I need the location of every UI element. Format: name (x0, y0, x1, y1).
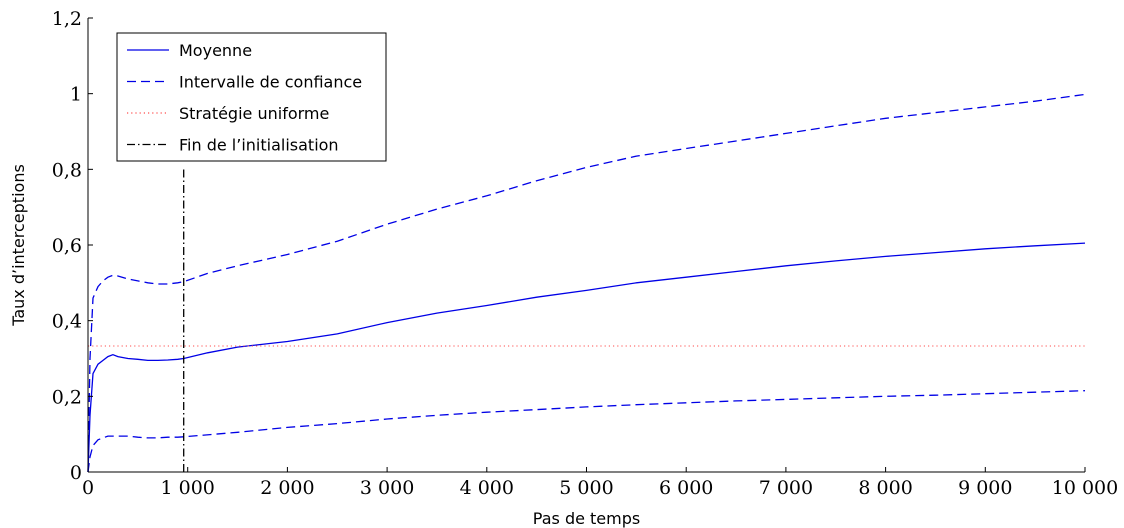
legend-label: Moyenne (179, 41, 252, 60)
y-tick-label: 1,2 (52, 8, 82, 30)
y-tick-label: 1 (70, 84, 82, 106)
x-tick-label: 8 000 (858, 477, 912, 499)
y-axis-title: Taux d’interceptions (9, 164, 28, 327)
plot-series (87, 93, 1086, 473)
x-tick-label: 7 000 (759, 477, 813, 499)
x-tick-label: 3 000 (360, 477, 414, 499)
series-line-1 (87, 93, 1086, 473)
legend-label: Fin de l’initialisation (179, 136, 339, 155)
x-axis-title: Pas de temps (533, 509, 640, 528)
series-line-2 (87, 390, 1086, 473)
x-tick-label: 10 000 (1052, 477, 1118, 499)
x-tick-label: 6 000 (659, 477, 713, 499)
legend-box (116, 32, 387, 162)
legend-label: Stratégie uniforme (179, 104, 329, 123)
x-tick-label: 5 000 (559, 477, 613, 499)
x-ticks: 0 1 000 2 000 3 000 4 000 5 000 6 000 7 000 8 00… (82, 467, 1118, 499)
y-tick-label: 0 (70, 462, 82, 484)
x-tick-label: 0 (82, 477, 94, 499)
legend: Moyenne Intervalle de confiance Stratégie … (116, 32, 387, 162)
y-tick-label: 0,2 (52, 386, 82, 408)
series-line-0 (87, 242, 1086, 473)
y-tick-label: 0,8 (52, 159, 82, 181)
legend-label: Intervalle de confiance (179, 73, 362, 92)
x-tick-label: 4 000 (460, 477, 514, 499)
y-tick-label: 0,6 (52, 235, 82, 257)
y-tick-label: 0,4 (52, 311, 82, 333)
x-tick-label: 9 000 (958, 477, 1012, 499)
x-tick-label: 2 000 (260, 477, 314, 499)
y-ticks: 0 0,2 0,4 0,6 0,8 1 1,2 (52, 8, 93, 484)
x-tick-label: 1 000 (160, 477, 214, 499)
